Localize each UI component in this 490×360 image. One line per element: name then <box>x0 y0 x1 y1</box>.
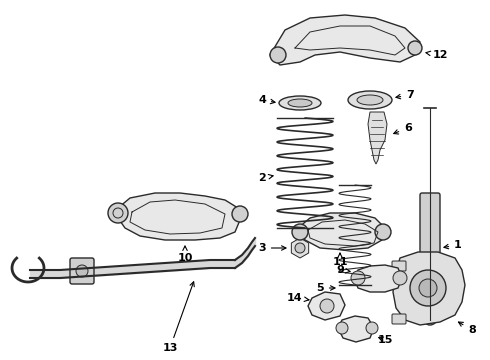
Polygon shape <box>118 193 240 240</box>
Ellipse shape <box>348 91 392 109</box>
Text: 5: 5 <box>316 283 335 293</box>
Polygon shape <box>393 252 465 325</box>
Circle shape <box>419 279 437 297</box>
Text: 12: 12 <box>426 50 448 60</box>
Ellipse shape <box>357 95 383 105</box>
Polygon shape <box>308 292 345 320</box>
Text: 1: 1 <box>444 240 462 250</box>
Text: 10: 10 <box>177 246 193 263</box>
Polygon shape <box>338 316 374 342</box>
Circle shape <box>108 203 128 223</box>
Polygon shape <box>368 112 387 164</box>
Polygon shape <box>270 15 420 65</box>
FancyBboxPatch shape <box>392 314 406 324</box>
Text: 8: 8 <box>459 322 476 335</box>
Polygon shape <box>298 213 385 250</box>
Circle shape <box>423 311 437 325</box>
Circle shape <box>295 243 305 253</box>
Text: 14: 14 <box>287 293 309 303</box>
Ellipse shape <box>288 99 312 107</box>
Circle shape <box>270 47 286 63</box>
FancyBboxPatch shape <box>420 193 440 302</box>
Circle shape <box>410 270 446 306</box>
Text: 15: 15 <box>377 335 392 345</box>
Circle shape <box>366 322 378 334</box>
Text: 4: 4 <box>258 95 275 105</box>
Circle shape <box>351 271 365 285</box>
Ellipse shape <box>279 96 321 110</box>
FancyBboxPatch shape <box>392 261 406 271</box>
Circle shape <box>232 206 248 222</box>
Circle shape <box>408 41 422 55</box>
Circle shape <box>76 265 88 277</box>
Polygon shape <box>354 265 402 292</box>
Text: 9: 9 <box>336 265 350 275</box>
Polygon shape <box>292 238 309 258</box>
Circle shape <box>320 299 334 313</box>
Text: 3: 3 <box>258 243 286 253</box>
FancyBboxPatch shape <box>70 258 94 284</box>
Text: 2: 2 <box>258 173 273 183</box>
Text: 7: 7 <box>396 90 414 100</box>
Circle shape <box>292 224 308 240</box>
Circle shape <box>393 271 407 285</box>
Text: 13: 13 <box>162 282 194 353</box>
Text: 6: 6 <box>394 123 412 134</box>
Circle shape <box>375 224 391 240</box>
Circle shape <box>336 322 348 334</box>
Text: 11: 11 <box>332 253 348 267</box>
